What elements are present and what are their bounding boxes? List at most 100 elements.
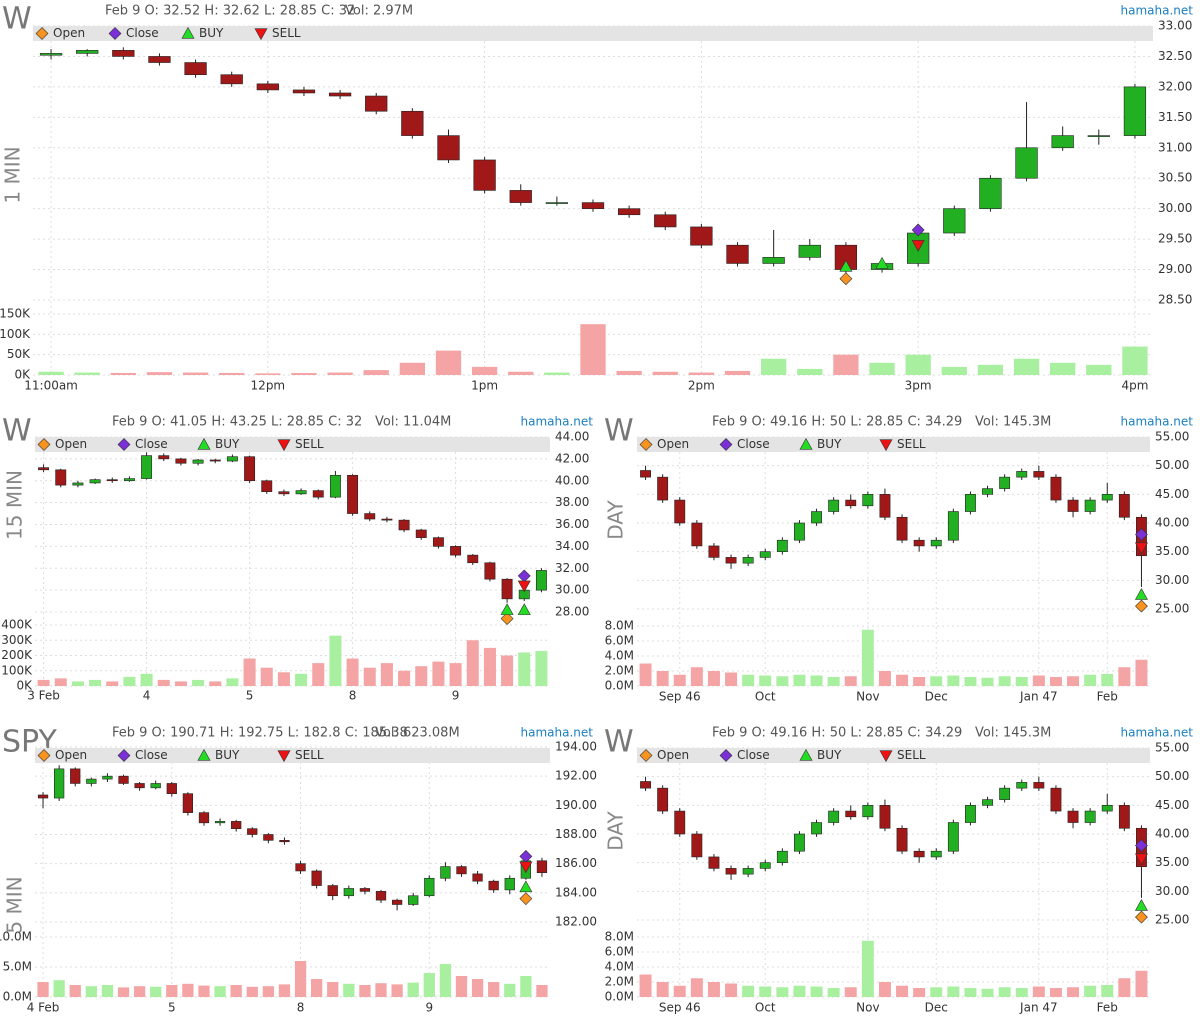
y-tick-label: 45.00 — [1155, 798, 1189, 812]
candle-body — [226, 456, 238, 462]
candle-body — [545, 202, 569, 204]
candle-body — [214, 821, 226, 824]
volume-bar — [930, 676, 943, 686]
candle-body — [654, 214, 677, 228]
candle-body — [999, 476, 1011, 489]
x-tick-label: Dec — [925, 1001, 948, 1015]
volume-bar — [260, 667, 273, 686]
y-tick-label: 30.00 — [1158, 201, 1192, 215]
candle-body — [327, 885, 338, 897]
candle-body — [965, 494, 976, 512]
volume-tick-label: 5.0M — [3, 960, 32, 974]
x-tick-label: 4 Feb — [27, 1001, 60, 1015]
x-tick-label: Sep 46 — [659, 690, 701, 704]
candle-body — [148, 56, 171, 63]
volume-bar — [449, 663, 462, 686]
candle-body — [343, 888, 354, 897]
volume-bar — [810, 675, 823, 686]
volume-bar — [327, 372, 353, 375]
volume-bar — [964, 988, 977, 997]
candle-body — [488, 880, 499, 891]
legend-bar — [33, 26, 1153, 41]
candle-body — [896, 516, 908, 541]
volume-bar — [294, 961, 307, 997]
candle-body — [1015, 147, 1038, 179]
volume-bar — [810, 986, 823, 997]
volume-bar — [707, 982, 720, 997]
volume-bar — [295, 673, 308, 686]
volume-bar — [375, 983, 387, 997]
candle-body — [472, 873, 483, 882]
candle-body — [401, 110, 424, 136]
candle-body — [504, 877, 515, 891]
volume-bar — [174, 681, 187, 686]
volume-bar — [518, 652, 531, 686]
y-tick-label: 25.00 — [1155, 913, 1189, 927]
volume-bar — [89, 679, 102, 686]
volume-bar — [278, 984, 291, 997]
volume-bar — [343, 983, 355, 997]
candle-body — [640, 470, 651, 478]
x-tick-label: 8 — [349, 689, 357, 703]
volume-bar — [398, 670, 411, 686]
signal-marker — [911, 240, 925, 252]
volume-bar — [707, 671, 720, 686]
volume-bar — [797, 368, 823, 375]
y-tick-label: 33.00 — [1158, 19, 1192, 33]
candle-body — [725, 868, 737, 875]
candle-body — [726, 244, 749, 264]
volume-bar — [742, 985, 755, 997]
volume-bar — [140, 673, 153, 686]
candle-body — [141, 455, 153, 479]
signal-marker — [519, 880, 533, 893]
candle-body — [862, 805, 874, 818]
y-tick-label: 45.00 — [1155, 487, 1189, 501]
header-volume: Vol: 145.3M — [975, 726, 1051, 741]
legend-icon — [197, 748, 211, 761]
signal-marker — [1135, 599, 1148, 613]
volume-bar — [776, 987, 789, 997]
volume-bar — [639, 663, 652, 686]
timeframe-label: DAY — [604, 811, 628, 851]
candle-body — [292, 89, 316, 94]
candle-body — [1123, 86, 1147, 136]
x-tick-label: 3 Feb — [27, 689, 60, 703]
candle-body — [535, 570, 547, 591]
candle-body — [415, 529, 427, 538]
candle-body — [408, 895, 419, 905]
volume-bar — [1135, 659, 1148, 686]
signal-marker — [519, 861, 533, 874]
candle-body — [347, 474, 359, 514]
y-tick-label: 188.00 — [555, 827, 597, 841]
legend-label: BUY — [817, 437, 842, 451]
signal-marker — [517, 603, 531, 615]
volume-bar — [363, 667, 376, 686]
legend-label: BUY — [215, 437, 240, 451]
volume-bar — [488, 982, 500, 997]
candle-body — [828, 810, 840, 823]
y-tick-label: 50.00 — [1155, 458, 1189, 472]
candle-body — [365, 95, 388, 112]
legend-label: Open — [55, 748, 87, 762]
legend-label: Close — [135, 748, 168, 762]
volume-tick-label: 300K — [1, 633, 33, 647]
candle-body — [862, 494, 874, 507]
candle-body — [979, 177, 1002, 209]
candle-body — [913, 850, 925, 858]
volume-bar — [1049, 677, 1062, 686]
legend-label: SELL — [272, 26, 301, 40]
volume-bar — [964, 677, 977, 686]
y-tick-label: 36.00 — [555, 517, 589, 531]
volume-bar — [423, 973, 435, 997]
candle-body — [1067, 499, 1079, 512]
y-tick-label: 32.50 — [1158, 49, 1192, 63]
volume-bar — [277, 672, 290, 686]
legend-bar — [637, 748, 1150, 763]
signal-marker — [517, 569, 531, 583]
candle-body — [776, 539, 788, 552]
volume-bar — [508, 371, 534, 375]
candle-body — [982, 488, 993, 495]
candle-body — [742, 868, 754, 875]
candle-body — [437, 135, 460, 161]
chart-panel: W 1 MIN Feb 9 O: 32.52 H: 32.62 L: 28.85 C… — [0, 2, 1193, 393]
